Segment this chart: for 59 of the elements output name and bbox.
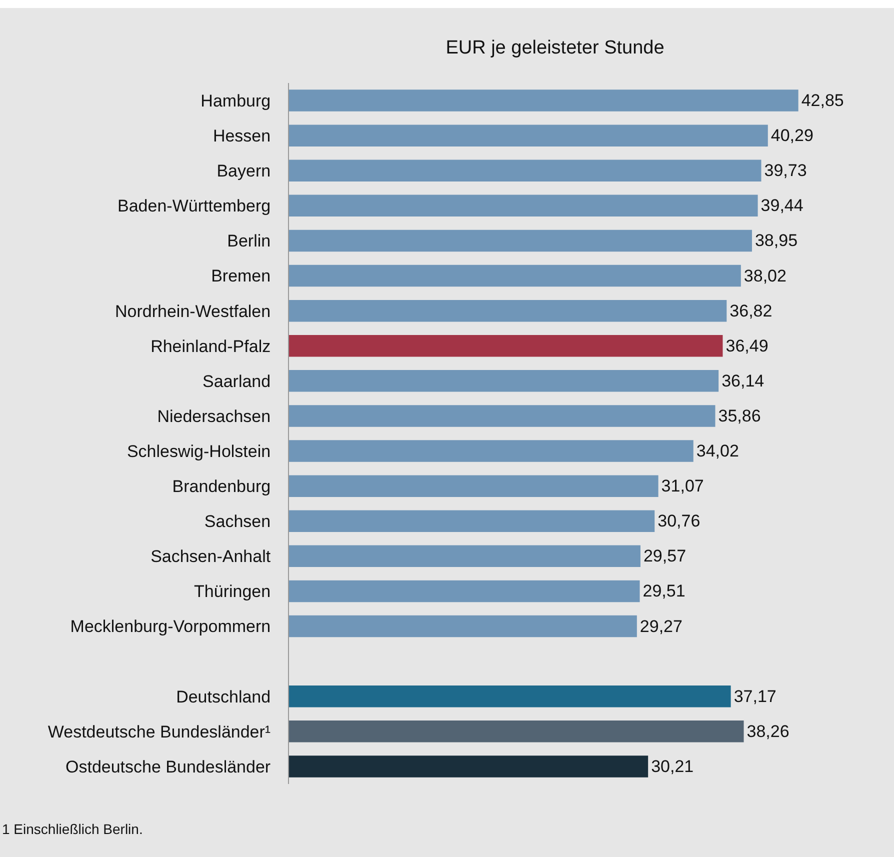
bar	[289, 475, 658, 497]
data-label: 40,29	[770, 126, 814, 146]
data-label: 34,02	[696, 442, 739, 461]
chart-title: EUR je geleisteter Stunde	[446, 38, 664, 59]
y-tick-label: Bayern	[216, 162, 271, 181]
bar	[289, 545, 640, 568]
data-label: 38,95	[754, 231, 798, 250]
data-label: 29,27	[640, 616, 682, 636]
y-tick-label: Westdeutsche Bundesländer¹	[48, 722, 271, 742]
bar	[289, 756, 648, 778]
bar	[289, 90, 798, 112]
data-label: 36,14	[722, 371, 764, 390]
data-label: 38,02	[744, 266, 786, 286]
data-label: 37,17	[734, 686, 776, 706]
data-label: 31,07	[661, 476, 704, 496]
y-tick-label: Baden-Württemberg	[118, 196, 271, 216]
bar	[289, 686, 731, 708]
data-label: 39,73	[764, 161, 807, 180]
y-tick-label: Thüringen	[194, 582, 271, 602]
text: 1 Einschließlich Berlin.	[2, 821, 143, 837]
y-tick-label: Sachsen-Anhalt	[150, 547, 271, 566]
y-tick-label: Hamburg	[200, 91, 271, 110]
data-label: 35,86	[718, 406, 761, 426]
data-label: 30,21	[651, 756, 694, 776]
y-tick-label: Mecklenburg-Vorpommern	[70, 617, 271, 636]
y-tick-label: Nordrhein-Westfalen	[115, 302, 271, 321]
y-tick-label: Deutschland	[176, 687, 271, 706]
y-tick-label: Ostdeutsche Bundesländer	[66, 757, 271, 776]
bar	[289, 370, 719, 392]
y-tick-label: Rheinland-Pfalz	[150, 336, 271, 356]
bar	[289, 160, 762, 182]
y-tick-label: Niedersachsen	[157, 406, 271, 426]
bar	[289, 720, 744, 742]
bar	[289, 230, 752, 252]
data-label: 39,44	[760, 196, 804, 216]
y-tick-label: Sachsen	[204, 512, 271, 532]
bar	[289, 580, 640, 602]
bar	[289, 300, 727, 322]
data-label: 38,26	[746, 722, 790, 741]
data-label: 36,82	[730, 301, 772, 320]
bar	[289, 264, 741, 287]
bar	[289, 615, 637, 638]
data-label: 36,49	[726, 336, 768, 356]
bar	[289, 194, 758, 217]
y-tick-label: Saarland	[202, 372, 271, 391]
y-tick-label: Hessen	[212, 126, 271, 146]
y-tick-label: Bremen	[211, 266, 271, 286]
bar	[289, 510, 655, 532]
data-label: 30,76	[658, 512, 700, 531]
bar	[289, 405, 716, 427]
y-tick-label: Berlin	[227, 232, 271, 251]
y-tick-label: Brandenburg	[172, 477, 271, 496]
bar	[289, 335, 723, 357]
bar	[289, 440, 694, 462]
data-label: 29,57	[643, 546, 686, 566]
bar	[289, 124, 768, 146]
y-tick-label: Schleswig-Holstein	[126, 442, 271, 461]
data-label: 29,51	[642, 582, 686, 601]
data-label: 42,85	[801, 91, 844, 110]
